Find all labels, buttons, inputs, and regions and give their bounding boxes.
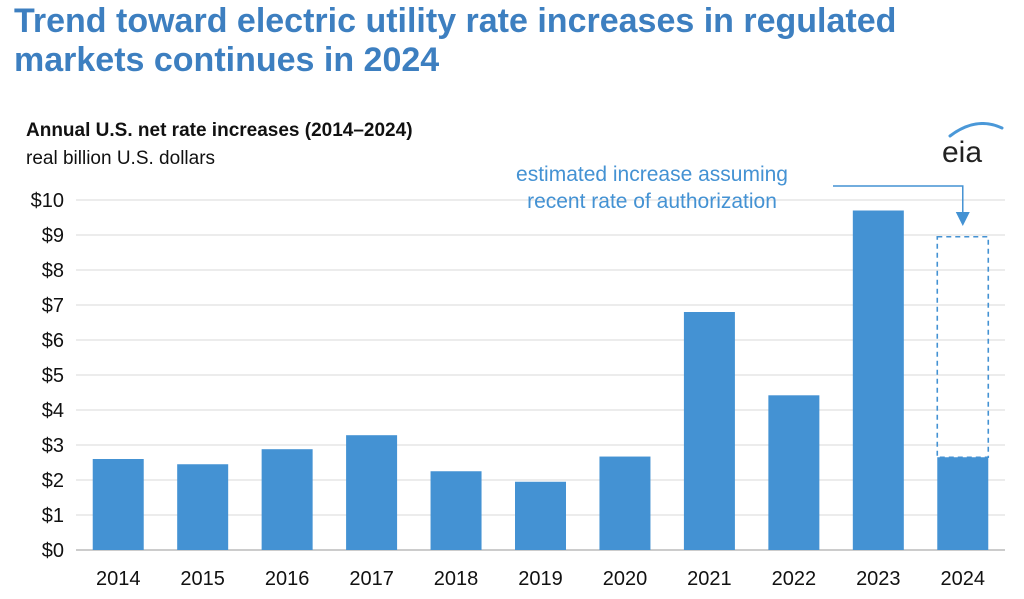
y-axis-labels: $0 $1 $2 $3 $4 $5 $6 $7 $8 $9 $10 [31,190,64,562]
y-tick-label: $1 [42,505,64,527]
y-tick-label: $6 [42,330,64,352]
bar-2019 [515,481,566,550]
headline: Trend toward electric utility rate incre… [14,2,897,79]
chart-title: Annual U.S. net rate increases (2014–202… [26,120,413,141]
eia-logo-text: eia [942,136,982,168]
y-tick-label: $5 [42,365,64,387]
x-tick-label: 2015 [180,568,225,590]
estimated-bar-outline [936,235,990,459]
bar-2024 [937,457,989,550]
y-tick-label: $3 [42,435,64,457]
eia-logo: eia [942,122,1004,168]
bar-2018 [430,471,482,550]
eia-logo-arc [948,122,1004,138]
x-tick-label: 2019 [518,568,563,590]
x-tick-label: 2021 [687,568,732,590]
x-tick-label: 2014 [96,568,141,590]
x-tick-label: 2022 [772,568,817,590]
annotation-text: recent rate of authorization [527,190,777,213]
bars [92,210,990,550]
x-tick-label: 2017 [349,568,394,590]
y-tick-label: $10 [31,190,64,212]
y-tick-label: $4 [42,400,64,422]
x-tick-label: 2024 [941,568,986,590]
bar-2022 [768,395,820,550]
annotation-arrow-line [833,185,964,213]
x-tick-label: 2016 [265,568,310,590]
annotation-arrowhead [955,212,970,226]
y-tick-label: $8 [42,260,64,282]
annotation-text: estimated increase assuming [516,163,788,186]
bar-2017 [346,435,398,550]
bar-2021 [683,312,735,550]
x-tick-label: 2020 [603,568,648,590]
y-tick-label: $0 [42,540,64,562]
bar-2016 [261,449,313,550]
bar-2014 [92,459,144,550]
y-tick-label: $9 [42,225,64,247]
x-axis-labels: 2014 2015 2016 2017 2018 2019 2020 2021 2022 2023… [96,568,985,590]
y-tick-label: $2 [42,470,64,492]
annotation: estimated increase assuming recent rate o… [516,163,970,226]
bar-2015 [177,464,229,550]
chart-subtitle: real billion U.S. dollars [26,148,216,169]
y-tick-label: $7 [42,295,64,317]
bar-2020 [599,456,651,550]
x-tick-label: 2023 [856,568,901,590]
x-tick-label: 2018 [434,568,479,590]
bar-2023 [852,210,904,550]
